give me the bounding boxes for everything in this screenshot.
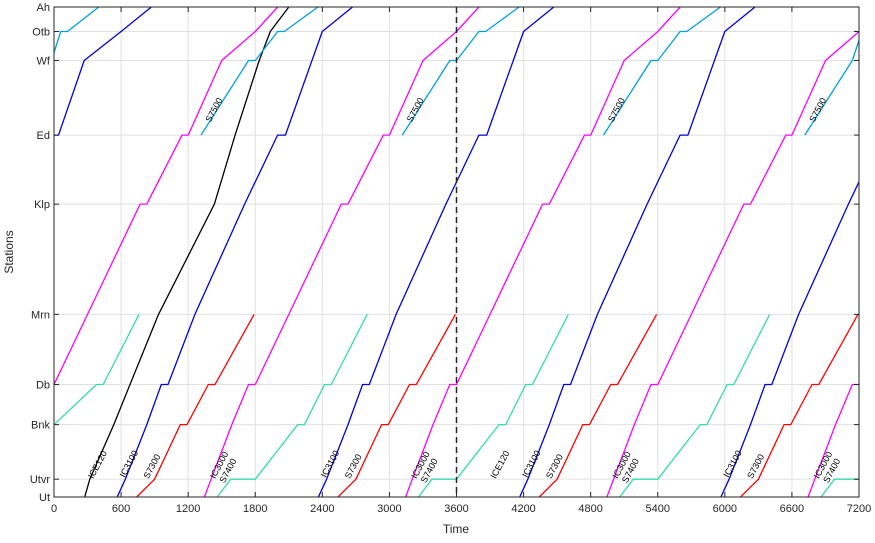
x-tick-label: 3000 xyxy=(377,503,401,515)
x-tick-label: 6000 xyxy=(713,503,737,515)
station-label: Mrn xyxy=(31,309,50,321)
x-tick-label: 5400 xyxy=(646,503,670,515)
train-path-ic3000 xyxy=(54,7,279,385)
x-tick-label: 600 xyxy=(112,503,130,515)
station-label: Wf xyxy=(37,55,51,67)
train-path-s7500 xyxy=(401,7,520,136)
station-label: Ut xyxy=(39,492,50,504)
y-axis-label: Stations xyxy=(2,230,16,273)
train-path-s7400 xyxy=(820,478,859,497)
x-tick-label: 4800 xyxy=(578,503,602,515)
train-path-s7400 xyxy=(619,314,771,497)
x-tick-label: 4200 xyxy=(511,503,535,515)
train-path-s7400 xyxy=(417,314,569,497)
train-path-ic3100 xyxy=(54,7,152,136)
train-path-ic3100 xyxy=(720,181,859,497)
x-tick-label: 1200 xyxy=(176,503,200,515)
station-label: Klp xyxy=(34,199,50,211)
train-paths xyxy=(54,7,859,497)
station-label: Otb xyxy=(32,27,50,39)
x-tick-label: 6600 xyxy=(780,503,804,515)
train-path-s7500 xyxy=(200,7,319,136)
train-path-ice120 xyxy=(84,7,290,497)
train-path-s7400 xyxy=(54,314,140,426)
station-label: Bnk xyxy=(31,420,50,432)
train-path-s7500 xyxy=(602,7,721,136)
x-tick-label: 1800 xyxy=(243,503,267,515)
train-path-ic3100 xyxy=(519,7,756,497)
x-tick-label: 2400 xyxy=(310,503,334,515)
train-path-s7300 xyxy=(538,314,658,497)
x-tick-label: 0 xyxy=(51,503,57,515)
axis-ticks: 0 600 1200 1800 2400 3000 3600 4200 4800 5400 6000… xyxy=(30,2,871,515)
x-axis-label: Time xyxy=(443,522,470,536)
train-path-ic3100 xyxy=(317,7,555,497)
train-path-s7300 xyxy=(740,314,859,497)
train-path-ic3000 xyxy=(203,7,480,497)
x-tick-label: 3600 xyxy=(444,503,468,515)
train-path-s7300 xyxy=(136,314,255,497)
train-path-ic3000 xyxy=(606,31,859,497)
train-path-s7300 xyxy=(337,314,456,497)
station-label: Utvr xyxy=(30,474,51,486)
train-path-ic3000 xyxy=(404,7,681,497)
train-path-s7500 xyxy=(54,7,100,53)
train-path-ic3100 xyxy=(116,7,353,497)
station-label: Db xyxy=(36,380,50,392)
train-path-s7400 xyxy=(216,314,368,497)
x-tick-label: 7200 xyxy=(847,503,871,515)
station-label: Ed xyxy=(37,130,50,142)
station-label: Ah xyxy=(37,2,50,14)
train-path-s7500 xyxy=(804,40,859,136)
